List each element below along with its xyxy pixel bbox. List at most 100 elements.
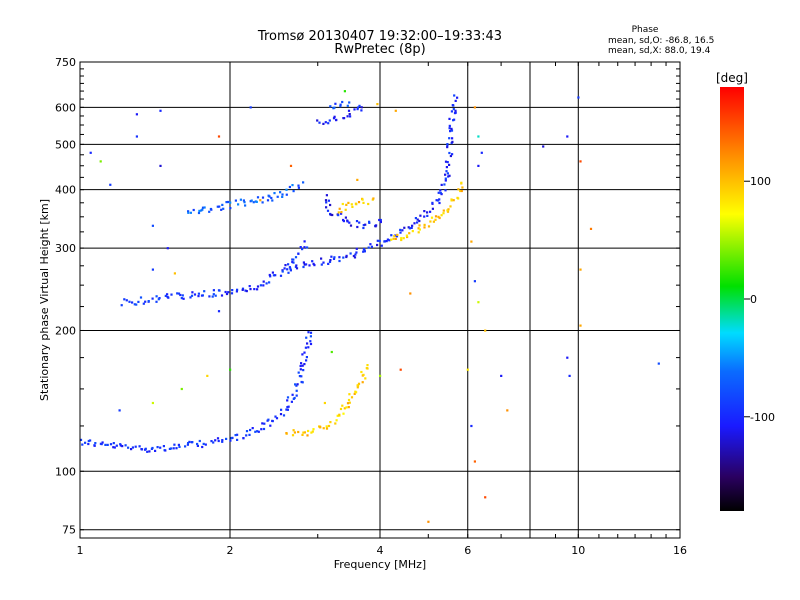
data-point (303, 263, 306, 266)
data-point (362, 250, 365, 253)
phase-info-o: mean, sd,O: -86.8, 16.5 (608, 36, 714, 46)
data-point (99, 160, 102, 163)
data-point (402, 237, 405, 240)
data-point (262, 284, 265, 287)
data-point (341, 100, 344, 104)
data-point (124, 444, 127, 447)
data-point (229, 439, 232, 442)
data-point (307, 346, 310, 349)
data-point (411, 224, 414, 227)
data-point (339, 407, 343, 411)
data-point (296, 383, 299, 386)
data-point (79, 438, 83, 441)
data-point (134, 445, 137, 448)
data-point (242, 199, 245, 202)
data-point (244, 289, 247, 292)
data-point (450, 127, 453, 130)
data-point (443, 183, 446, 186)
data-point (297, 184, 300, 187)
data-point (338, 259, 341, 263)
data-point (470, 424, 473, 428)
data-point (269, 424, 272, 427)
x-tick-label: 2 (227, 544, 234, 557)
data-point (454, 99, 457, 102)
data-point (345, 406, 348, 409)
data-point (385, 240, 388, 243)
data-point (418, 224, 421, 227)
data-point (347, 406, 350, 409)
data-point (166, 295, 169, 299)
data-point (173, 443, 176, 446)
data-point (399, 231, 402, 234)
data-point (151, 224, 154, 227)
colorbar (720, 87, 744, 511)
data-point (170, 293, 173, 296)
data-point (236, 438, 239, 441)
data-point (429, 220, 432, 223)
y-tick-label: 500 (55, 138, 76, 151)
data-point (287, 263, 290, 266)
data-point (303, 240, 306, 243)
data-point (303, 363, 306, 366)
data-point (235, 290, 238, 293)
data-point (84, 441, 87, 444)
data-point (297, 186, 300, 189)
data-point (307, 429, 310, 433)
data-point (329, 421, 332, 424)
data-point (446, 172, 449, 175)
data-point (229, 207, 232, 210)
data-point (146, 450, 149, 453)
data-point (262, 280, 265, 283)
data-point (333, 115, 336, 118)
data-point (249, 288, 252, 291)
data-point (318, 121, 321, 124)
data-point (104, 443, 107, 446)
data-point (236, 288, 239, 291)
y-tick-label: 100 (55, 465, 76, 478)
data-point (360, 370, 363, 374)
data-point (363, 250, 366, 253)
data-point (440, 214, 443, 217)
data-point (184, 445, 187, 448)
data-point (327, 122, 330, 125)
data-point (449, 130, 452, 133)
data-point (352, 254, 355, 258)
data-point (281, 269, 284, 272)
data-point (109, 443, 113, 446)
data-point (254, 430, 257, 433)
data-point (263, 422, 266, 425)
data-point (267, 418, 270, 421)
data-point (300, 362, 303, 365)
data-point (101, 441, 104, 444)
data-point (282, 414, 286, 417)
phase-info-heading: Phase (632, 25, 659, 35)
data-point (480, 151, 483, 154)
x-tick-label: 4 (377, 544, 384, 557)
y-tick-label: 75 (62, 524, 76, 537)
data-point (355, 251, 358, 254)
data-point (306, 246, 309, 249)
data-point (304, 346, 307, 349)
data-point (316, 119, 319, 122)
data-point (417, 227, 420, 230)
data-point (356, 386, 359, 389)
data-point (127, 446, 130, 449)
data-point (295, 267, 299, 270)
data-point (461, 186, 464, 189)
data-point (372, 197, 375, 200)
data-point (332, 257, 336, 260)
data-point (347, 201, 350, 204)
data-point (406, 235, 409, 239)
data-point (166, 293, 169, 296)
data-point (325, 206, 328, 209)
data-point (177, 443, 180, 446)
data-point (295, 394, 298, 397)
data-point (259, 199, 262, 202)
data-point (255, 200, 258, 203)
data-point (426, 214, 429, 217)
data-point (192, 208, 195, 212)
x-tick-label: 6 (464, 544, 471, 557)
data-point (303, 351, 306, 354)
data-point (100, 443, 103, 446)
data-point (241, 288, 244, 291)
